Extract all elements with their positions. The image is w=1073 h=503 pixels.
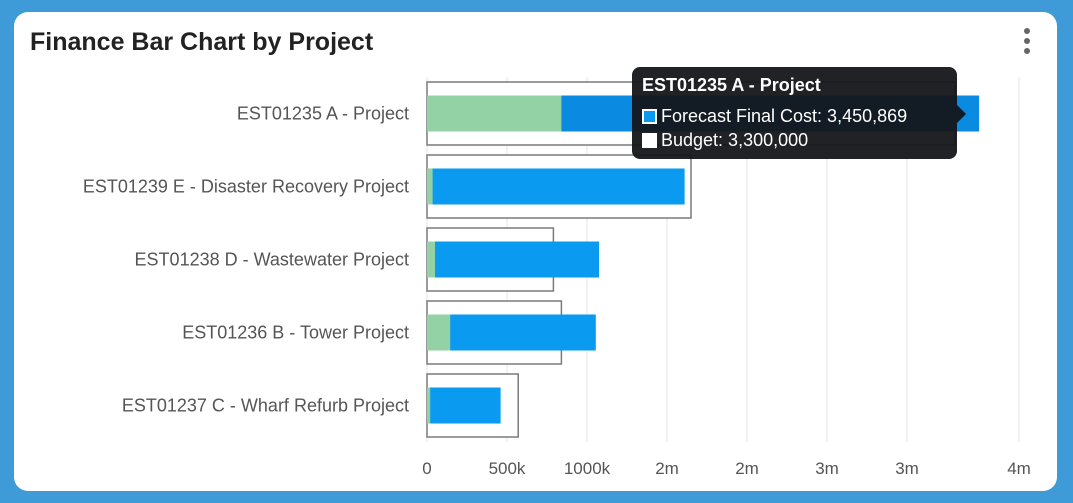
- x-tick-label: 0: [422, 459, 431, 478]
- chart-title: Finance Bar Chart by Project: [30, 28, 374, 56]
- category-label: EST01236 B - Tower Project: [182, 323, 409, 343]
- category-label: EST01239 E - Disaster Recovery Project: [83, 177, 409, 197]
- x-tick-label: 2m: [735, 459, 759, 478]
- tooltip-budget-text: Budget: 3,300,000: [661, 129, 809, 150]
- forecast-bar: [427, 241, 599, 278]
- actual-bar: [427, 387, 431, 424]
- category-label: EST01238 D - Wastewater Project: [135, 250, 409, 270]
- tooltip-title: EST01235 A - Project: [642, 75, 821, 95]
- forecast-swatch: [642, 108, 657, 124]
- actual-bar: [427, 168, 433, 205]
- forecast-bar: [427, 168, 685, 205]
- more-vertical-icon[interactable]: [1019, 28, 1035, 58]
- actual-bar: [427, 314, 451, 351]
- forecast-bar: [427, 314, 596, 351]
- actual-bar: [427, 95, 562, 132]
- forecast-bar: [427, 387, 501, 424]
- chart-tooltip: EST01235 A - Project Forecast Final Cost…: [632, 67, 966, 159]
- tooltip-forecast-row: Forecast Final Cost: 3,450,869: [642, 104, 947, 128]
- menu-dot: [1024, 48, 1030, 54]
- menu-dot: [1024, 28, 1030, 34]
- tooltip-budget-row: Budget: 3,300,000: [642, 128, 947, 152]
- x-tick-label: 1000k: [564, 459, 611, 478]
- x-tick-label: 500k: [489, 459, 526, 478]
- tooltip-forecast-text: Forecast Final Cost: 3,450,869: [661, 105, 908, 126]
- actual-bar: [427, 241, 435, 278]
- category-label: EST01235 A - Project: [237, 104, 409, 124]
- x-tick-label: 3m: [815, 459, 839, 478]
- x-tick-label: 3m: [895, 459, 919, 478]
- chart-card: Finance Bar Chart by Project EST01235 A …: [14, 12, 1057, 491]
- budget-swatch: [642, 132, 657, 148]
- x-tick-label: 4m: [1007, 459, 1031, 478]
- x-tick-label: 2m: [655, 459, 679, 478]
- menu-dot: [1024, 38, 1030, 44]
- category-label: EST01237 C - Wharf Refurb Project: [122, 396, 409, 416]
